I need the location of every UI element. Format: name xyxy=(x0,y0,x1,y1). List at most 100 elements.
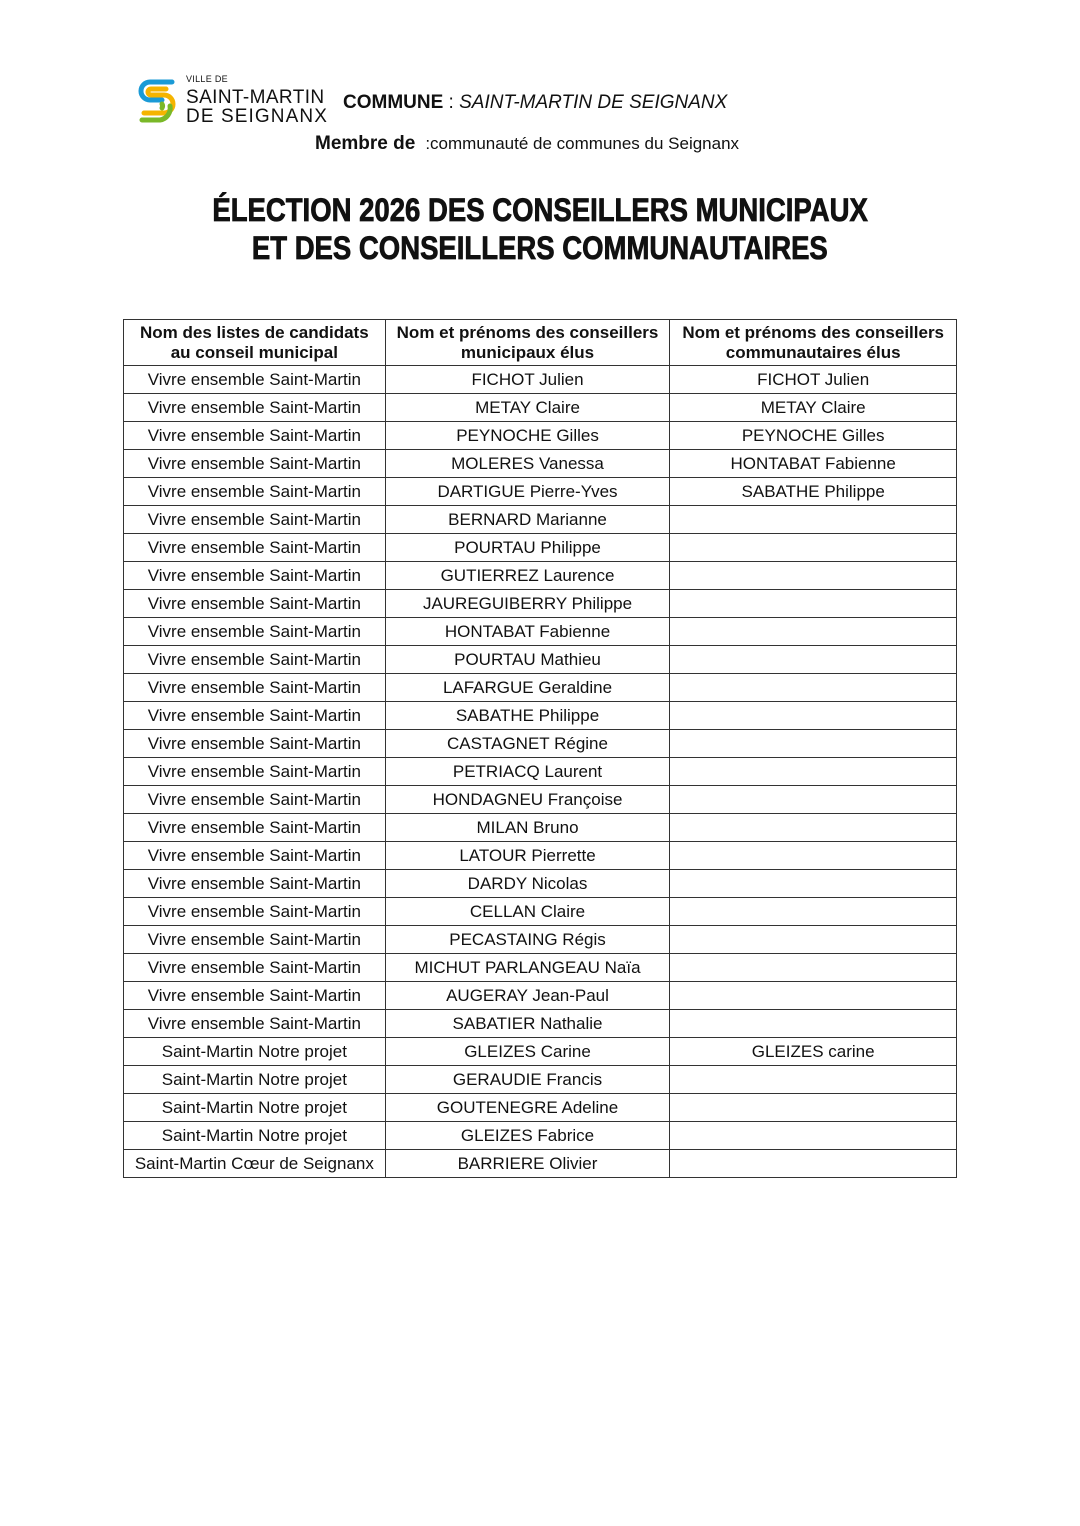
community-councillor-cell xyxy=(669,1093,957,1122)
list-name-cell: Saint-Martin Cœur de Seignanx xyxy=(123,1149,386,1178)
municipal-councillor-cell: CELLAN Claire xyxy=(384,897,671,926)
table-row: Vivre ensemble Saint-Martin HONTABAT Fabi… xyxy=(123,617,957,646)
table-row: Vivre ensemble Saint-Martin FICHOT Julien… xyxy=(123,365,957,394)
table-row: Vivre ensemble Saint-Martin SABATHE Phili… xyxy=(123,701,957,730)
municipal-councillor-cell: AUGERAY Jean-Paul xyxy=(384,981,671,1010)
table-row: Vivre ensemble Saint-Martin MILAN Bruno xyxy=(123,813,957,842)
header-text: municipaux élus xyxy=(460,342,595,362)
community-councillor-cell: METAY Claire xyxy=(669,393,957,422)
document-title-line-2: ET DES CONSEILLERS COMMUNAUTAIRES xyxy=(0,230,1080,267)
list-name-cell: Vivre ensemble Saint-Martin xyxy=(123,1009,386,1038)
municipal-councillor-cell: METAY Claire xyxy=(384,393,671,422)
list-name-cell: Vivre ensemble Saint-Martin xyxy=(123,757,386,786)
list-name-cell: Vivre ensemble Saint-Martin xyxy=(123,813,386,842)
community-councillor-cell xyxy=(669,729,957,758)
community-councillor-cell xyxy=(669,1121,957,1150)
community-councillor-cell xyxy=(669,1065,957,1094)
list-name-cell: Saint-Martin Notre projet xyxy=(123,1037,386,1066)
list-name-cell: Vivre ensemble Saint-Martin xyxy=(123,981,386,1010)
municipal-councillor-cell: SABATIER Nathalie xyxy=(384,1009,671,1038)
list-name-cell: Vivre ensemble Saint-Martin xyxy=(123,645,386,674)
table-row: Saint-Martin Cœur de Seignanx BARRIERE Ol… xyxy=(123,1149,957,1178)
table-row: Vivre ensemble Saint-Martin POURTAU Phili… xyxy=(123,533,957,562)
municipal-councillor-cell: MOLERES Vanessa xyxy=(384,449,671,478)
list-name-cell: Vivre ensemble Saint-Martin xyxy=(123,589,386,618)
municipal-councillor-cell: JAUREGUIBERRY Philippe xyxy=(384,589,671,618)
municipal-councillor-cell: FICHOT Julien xyxy=(384,365,671,394)
community-councillor-cell xyxy=(669,589,957,618)
list-name-cell: Vivre ensemble Saint-Martin xyxy=(123,841,386,870)
municipal-councillor-cell: POURTAU Philippe xyxy=(384,533,671,562)
municipal-councillor-cell: SABATHE Philippe xyxy=(384,701,671,730)
community-councillor-cell xyxy=(669,785,957,814)
table-row: Vivre ensemble Saint-Martin DARTIGUE Pier… xyxy=(123,477,957,506)
table-row: Vivre ensemble Saint-Martin LAFARGUE Gera… xyxy=(123,673,957,702)
municipal-councillor-cell: MICHUT PARLANGEAU Naïa xyxy=(384,953,671,982)
table-row: Vivre ensemble Saint-Martin PETRIACQ Laur… xyxy=(123,757,957,786)
municipal-councillor-cell: HONTABAT Fabienne xyxy=(384,617,671,646)
membre-line: Membre de:communauté de communes du Seig… xyxy=(315,133,739,155)
header-municipal: Nom et prénoms des conseillers municipaux… xyxy=(384,319,671,366)
community-councillor-cell xyxy=(669,1149,957,1178)
table-row: Vivre ensemble Saint-Martin PEYNOCHE Gill… xyxy=(123,421,957,450)
community-councillor-cell xyxy=(669,617,957,646)
list-name-cell: Vivre ensemble Saint-Martin xyxy=(123,673,386,702)
logo-small-text: VILLE DE xyxy=(186,74,228,84)
table-row: Vivre ensemble Saint-Martin HONDAGNEU Fra… xyxy=(123,785,957,814)
table-row: Vivre ensemble Saint-Martin CASTAGNET Rég… xyxy=(123,729,957,758)
community-councillor-cell xyxy=(669,701,957,730)
list-name-cell: Vivre ensemble Saint-Martin xyxy=(123,533,386,562)
town-logo-s-icon xyxy=(138,79,176,123)
municipal-councillor-cell: GOUTENEGRE Adeline xyxy=(384,1093,671,1122)
membre-value: :communauté de communes du Seignanx xyxy=(425,134,740,153)
municipal-councillor-cell: DARDY Nicolas xyxy=(384,869,671,898)
table-row: Saint-Martin Notre projet GLEIZES Carine G… xyxy=(123,1037,957,1066)
municipal-councillor-cell: BERNARD Marianne xyxy=(384,505,671,534)
community-councillor-cell xyxy=(669,533,957,562)
list-name-cell: Vivre ensemble Saint-Martin xyxy=(123,561,386,590)
table-body: Vivre ensemble Saint-Martin FICHOT Julien… xyxy=(123,365,957,1178)
list-name-cell: Saint-Martin Notre projet xyxy=(123,1093,386,1122)
header-text: Nom et prénoms des conseillers xyxy=(682,322,945,342)
header-text: Nom des listes de candidats xyxy=(140,322,369,342)
table-header-row: Nom des listes de candidats au conseil mu… xyxy=(123,319,957,366)
municipal-councillor-cell: GLEIZES Fabrice xyxy=(384,1121,671,1150)
community-councillor-cell: FICHOT Julien xyxy=(669,365,957,394)
table-row: Vivre ensemble Saint-Martin BERNARD Maria… xyxy=(123,505,957,534)
list-name-cell: Vivre ensemble Saint-Martin xyxy=(123,869,386,898)
community-councillor-cell xyxy=(669,1009,957,1038)
table-row: Vivre ensemble Saint-Martin MICHUT PARLAN… xyxy=(123,953,957,982)
community-councillor-cell xyxy=(669,813,957,842)
list-name-cell: Vivre ensemble Saint-Martin xyxy=(123,953,386,982)
header-text: Nom et prénoms des conseillers xyxy=(396,322,659,342)
municipal-councillor-cell: PEYNOCHE Gilles xyxy=(384,421,671,450)
table-row: Vivre ensemble Saint-Martin PECASTAING Ré… xyxy=(123,925,957,954)
list-name-cell: Vivre ensemble Saint-Martin xyxy=(123,505,386,534)
results-table: Nom des listes de candidats au conseil mu… xyxy=(123,319,957,1178)
list-name-cell: Vivre ensemble Saint-Martin xyxy=(123,925,386,954)
list-name-cell: Saint-Martin Notre projet xyxy=(123,1121,386,1150)
table-row: Vivre ensemble Saint-Martin GUTIERREZ Lau… xyxy=(123,561,957,590)
municipal-councillor-cell: CASTAGNET Régine xyxy=(384,729,671,758)
list-name-cell: Vivre ensemble Saint-Martin xyxy=(123,421,386,450)
table-row: Vivre ensemble Saint-Martin AUGERAY Jean-… xyxy=(123,981,957,1010)
community-councillor-cell xyxy=(669,673,957,702)
table-row: Vivre ensemble Saint-Martin POURTAU Mathi… xyxy=(123,645,957,674)
commune-line: COMMUNE : SAINT-MARTIN DE SEIGNANX xyxy=(343,92,727,114)
commune-label: COMMUNE xyxy=(343,92,444,113)
title-text-2: ET DES CONSEILLERS COMMUNAUTAIRES xyxy=(252,230,829,267)
document-title-line-1: ÉLECTION 2026 DES CONSEILLERS MUNICIPAUX xyxy=(0,192,1080,229)
community-councillor-cell: PEYNOCHE Gilles xyxy=(669,421,957,450)
municipal-councillor-cell: POURTAU Mathieu xyxy=(384,645,671,674)
table-row: Vivre ensemble Saint-Martin SABATIER Nath… xyxy=(123,1009,957,1038)
list-name-cell: Vivre ensemble Saint-Martin xyxy=(123,617,386,646)
community-councillor-cell xyxy=(669,561,957,590)
table-row: Vivre ensemble Saint-Martin METAY Claire M… xyxy=(123,393,957,422)
community-councillor-cell xyxy=(669,953,957,982)
table-row: Saint-Martin Notre projet GLEIZES Fabrice xyxy=(123,1121,957,1150)
table-row: Saint-Martin Notre projet GERAUDIE Franci… xyxy=(123,1065,957,1094)
municipal-councillor-cell: GLEIZES Carine xyxy=(384,1037,671,1066)
community-councillor-cell xyxy=(669,505,957,534)
commune-separator: : xyxy=(443,92,460,113)
municipal-councillor-cell: LAFARGUE Geraldine xyxy=(384,673,671,702)
